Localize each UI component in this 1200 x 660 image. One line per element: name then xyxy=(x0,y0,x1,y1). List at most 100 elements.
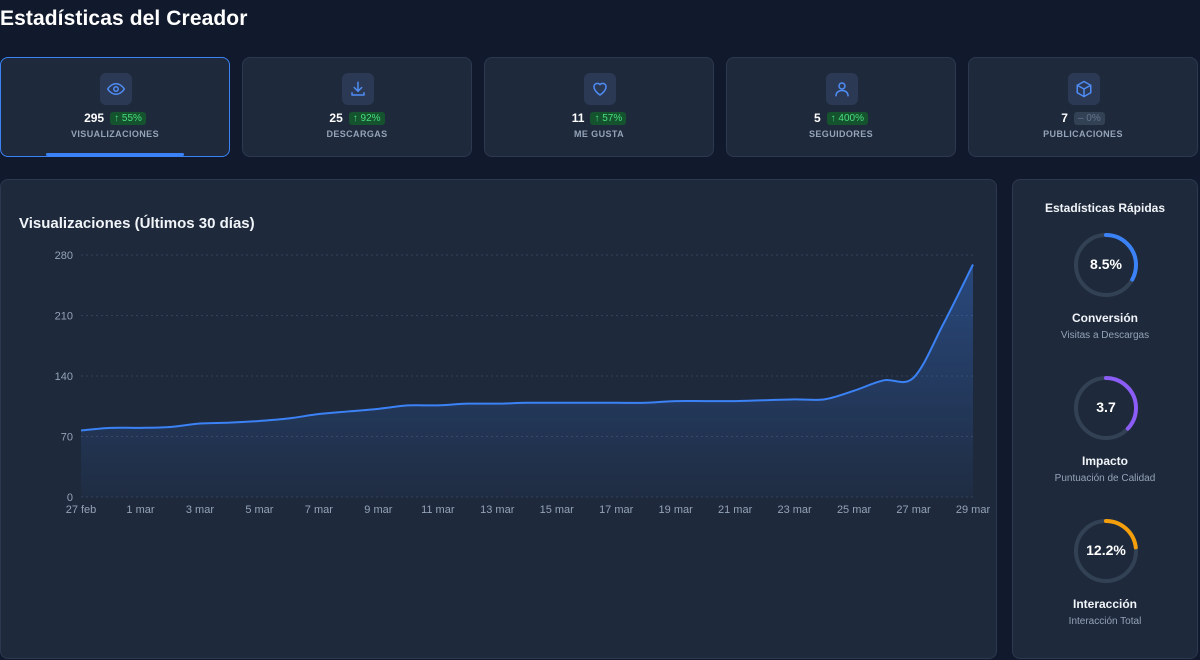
stat-label: VISUALIZACIONES xyxy=(70,129,159,139)
heart-icon xyxy=(584,73,616,105)
stat-card-seguidores[interactable]: 5 ↑ 400% SEGUIDORES xyxy=(726,57,956,157)
stat-label: PUBLICACIONES xyxy=(1043,129,1123,139)
change-badge: ↑ 57% xyxy=(590,111,627,125)
data-point xyxy=(822,397,826,401)
data-point xyxy=(79,428,83,432)
data-point xyxy=(406,403,410,407)
gauge-name: Impacto xyxy=(1081,454,1128,468)
data-point xyxy=(763,398,767,402)
x-tick-label: 21 mar xyxy=(718,504,753,516)
data-point xyxy=(495,402,499,406)
eye-icon xyxy=(100,73,132,105)
data-point xyxy=(198,422,202,426)
gauge-value: 8.5% xyxy=(1090,256,1122,272)
x-tick-label: 13 mar xyxy=(480,504,515,516)
gauge-interacción: 12.2% Interacción Interacción Total xyxy=(1013,516,1197,646)
x-tick-label: 25 mar xyxy=(837,504,872,516)
data-point xyxy=(168,425,172,429)
quick-stats-title: Estadísticas Rápidas xyxy=(1044,201,1166,215)
chart-title: Visualizaciones (Últimos 30 días) xyxy=(19,215,255,232)
change-badge: – 0% xyxy=(1073,111,1105,125)
gauge-subtitle: Interacción Total xyxy=(1068,616,1142,627)
views-area-chart: 0 70 140 210 280 27 feb 1 mar 3 mar 5 mar 7 mar 9 … xyxy=(55,250,991,516)
data-point xyxy=(703,399,707,403)
page-title: Estadísticas del Creador xyxy=(0,7,248,30)
views-chart-panel: Visualizaciones (Últimos 30 días) 0 70 140… xyxy=(0,179,997,659)
stat-card-visualizaciones[interactable]: 295 ↑ 55% VISUALIZACIONES xyxy=(0,57,230,157)
data-point xyxy=(733,399,737,403)
data-point xyxy=(644,401,648,405)
change-badge: ↑ 55% xyxy=(110,111,146,125)
data-point xyxy=(941,322,945,326)
data-point xyxy=(109,426,113,430)
change-badge: ↑ 400% xyxy=(826,111,869,125)
stat-label: SEGUIDORES xyxy=(808,129,873,139)
stat-card-descargas[interactable]: 25 ↑ 92% DESCARGAS xyxy=(242,57,472,157)
stat-label: ME GUSTA xyxy=(573,129,625,139)
data-point xyxy=(584,401,588,405)
gauge-value: 12.2% xyxy=(1086,542,1126,558)
gauge-value: 3.7 xyxy=(1096,399,1116,415)
gauge-impacto: 3.7 Impacto Puntuación de Calidad xyxy=(1013,373,1197,503)
gauge-subtitle: Visitas a Descargas xyxy=(1060,330,1150,341)
x-tick-label: 29 mar xyxy=(956,504,991,516)
data-point xyxy=(317,412,321,416)
gauge-ring xyxy=(1074,233,1138,297)
data-point xyxy=(138,426,142,430)
stat-value: 5 xyxy=(813,111,821,125)
y-tick-label: 280 xyxy=(55,250,73,262)
data-point xyxy=(525,401,529,405)
data-point xyxy=(228,421,232,425)
data-point xyxy=(257,419,261,423)
data-point xyxy=(793,397,797,401)
y-tick-label: 0 xyxy=(67,492,73,504)
quick-stats-panel: Estadísticas Rápidas 8.5% Conversión Visit… xyxy=(1012,179,1198,659)
box-icon xyxy=(1068,73,1100,105)
y-tick-label: 210 xyxy=(55,311,73,323)
gauge-name: Interacción xyxy=(1072,597,1138,611)
stat-value: 295 xyxy=(84,111,105,125)
data-point xyxy=(674,399,678,403)
gauge-subtitle: Puntuación de Calidad xyxy=(1054,473,1156,484)
y-tick-label: 70 xyxy=(61,432,73,444)
data-point xyxy=(971,263,975,267)
active-indicator xyxy=(46,153,184,156)
x-tick-label: 9 mar xyxy=(364,504,392,516)
data-point xyxy=(882,378,886,382)
user-icon xyxy=(826,73,858,105)
data-point xyxy=(376,407,380,411)
stat-value: 25 xyxy=(329,111,343,125)
stat-value: 11 xyxy=(571,111,585,125)
x-tick-label: 7 mar xyxy=(305,504,333,516)
data-point xyxy=(347,409,351,413)
series-line xyxy=(80,264,974,432)
data-point xyxy=(555,401,559,405)
x-tick-label: 5 mar xyxy=(245,504,273,516)
x-tick-label: 27 feb xyxy=(66,504,97,516)
stat-card-me gusta[interactable]: 11 ↑ 57% ME GUSTA xyxy=(484,57,714,157)
x-tick-label: 23 mar xyxy=(777,504,812,516)
stat-card-publicaciones[interactable]: 7 – 0% PUBLICACIONES xyxy=(968,57,1198,157)
gauge-conversión: 8.5% Conversión Visitas a Descargas xyxy=(1013,230,1197,360)
download-icon xyxy=(342,73,374,105)
gauge-ring xyxy=(1074,519,1138,583)
data-point xyxy=(852,389,856,393)
x-tick-label: 17 mar xyxy=(599,504,634,516)
data-point xyxy=(436,403,440,407)
x-tick-label: 27 mar xyxy=(896,504,931,516)
stat-value: 7 xyxy=(1061,111,1068,125)
gauge-name: Conversión xyxy=(1071,311,1138,325)
x-tick-label: 1 mar xyxy=(126,504,154,516)
area-fill xyxy=(81,264,973,497)
change-badge: ↑ 92% xyxy=(348,111,385,125)
y-tick-label: 140 xyxy=(55,371,73,383)
stat-label: DESCARGAS xyxy=(326,129,388,139)
x-tick-label: 3 mar xyxy=(186,504,214,516)
x-tick-label: 19 mar xyxy=(659,504,694,516)
data-point xyxy=(912,376,916,380)
x-tick-label: 15 mar xyxy=(540,504,575,516)
data-point xyxy=(614,401,618,405)
data-point xyxy=(466,402,470,406)
data-point xyxy=(287,416,291,420)
x-tick-label: 11 mar xyxy=(421,504,455,516)
